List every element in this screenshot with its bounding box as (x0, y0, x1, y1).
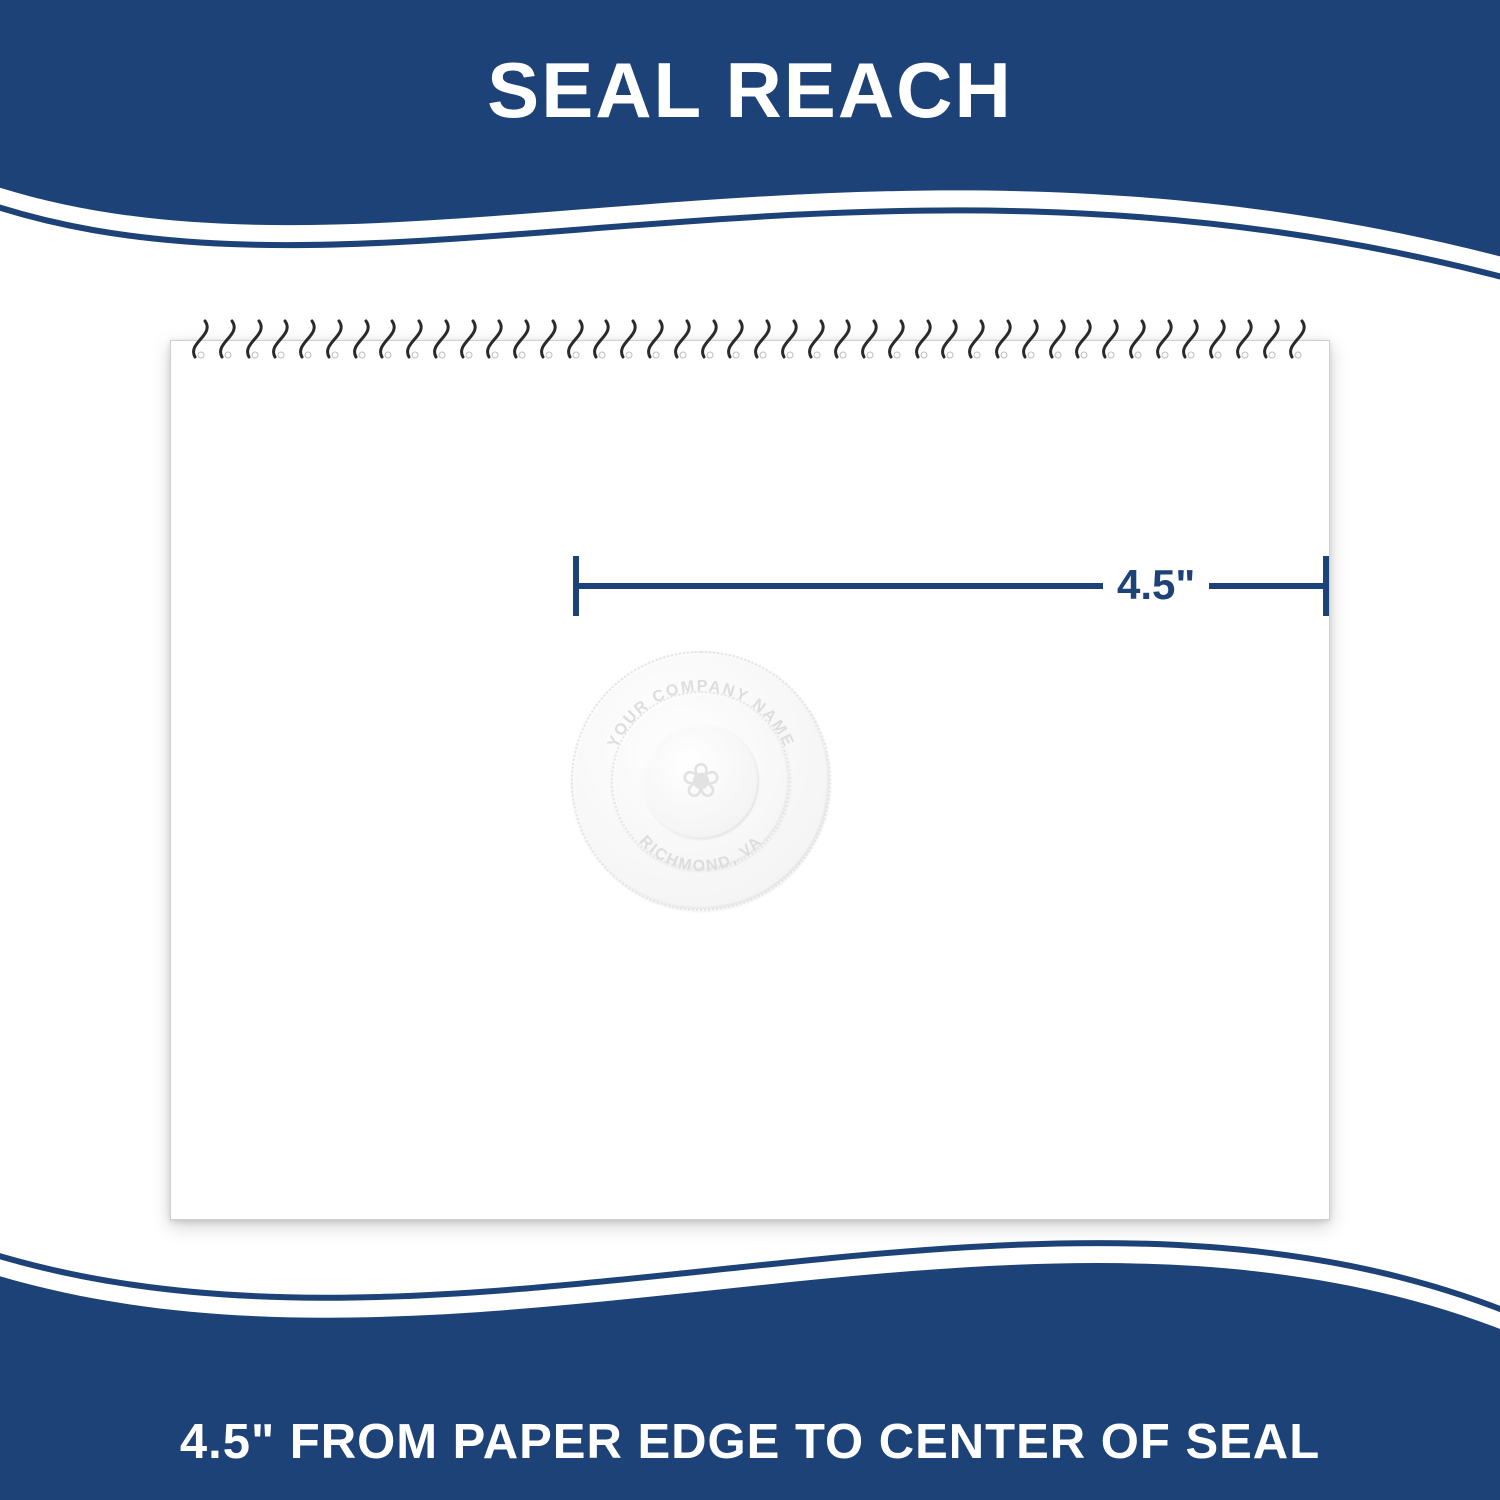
spiral-coil (352, 319, 372, 359)
spiral-coil (1021, 319, 1041, 359)
spiral-coil (298, 319, 318, 359)
svg-text:RICHMOND, VA: RICHMOND, VA (636, 833, 766, 876)
spiral-coil (218, 319, 238, 359)
spiral-coil (592, 319, 612, 359)
spiral-coil (1048, 319, 1068, 359)
spiral-coil (325, 319, 345, 359)
spiral-coil (780, 319, 800, 359)
spiral-coil (753, 319, 773, 359)
embossed-seal: ❀ YOUR COMPANY NAME RICHMOND, VA (571, 651, 831, 911)
spiral-coil (271, 319, 291, 359)
measurement-label: 4.5" (1103, 561, 1209, 609)
spiral-coil (940, 319, 960, 359)
spiral-coil (1074, 319, 1094, 359)
spiral-coil (539, 319, 559, 359)
spiral-coil (1101, 319, 1121, 359)
spiral-coil (1262, 319, 1282, 359)
svg-text:YOUR COMPANY NAME: YOUR COMPANY NAME (605, 678, 797, 751)
spiral-coil (619, 319, 639, 359)
spiral-coil (1155, 319, 1175, 359)
spiral-coil (1235, 319, 1255, 359)
spiral-coil (807, 319, 827, 359)
spiral-coil (1181, 319, 1201, 359)
header-band: SEAL REACH (0, 0, 1500, 180)
spiral-coil (566, 319, 586, 359)
spiral-coil (994, 319, 1014, 359)
spiral-coil (967, 319, 987, 359)
spiral-coil (485, 319, 505, 359)
notebook-page: ❀ YOUR COMPANY NAME RICHMOND, VA 4.5" (170, 340, 1330, 1220)
spiral-coil (1288, 319, 1308, 359)
spiral-coil (914, 319, 934, 359)
spiral-coil (646, 319, 666, 359)
spiral-coil (405, 319, 425, 359)
spiral-coil (432, 319, 452, 359)
spiral-coil (1128, 319, 1148, 359)
spiral-coil (1208, 319, 1228, 359)
spiral-coil (378, 319, 398, 359)
seal-text: YOUR COMPANY NAME RICHMOND, VA (571, 651, 831, 911)
spiral-binding (191, 319, 1309, 359)
spiral-coil (833, 319, 853, 359)
measurement-line (571, 556, 1331, 616)
spiral-coil (700, 319, 720, 359)
spiral-coil (191, 319, 211, 359)
header-title: SEAL REACH (487, 45, 1013, 136)
spiral-coil (726, 319, 746, 359)
spiral-coil (673, 319, 693, 359)
spiral-coil (860, 319, 880, 359)
spiral-coil (459, 319, 479, 359)
spiral-coil (512, 319, 532, 359)
spiral-coil (245, 319, 265, 359)
footer-caption: 4.5" FROM PAPER EDGE TO CENTER OF SEAL (180, 1414, 1320, 1470)
footer-band: 4.5" FROM PAPER EDGE TO CENTER OF SEAL (0, 1330, 1500, 1500)
spiral-coil (887, 319, 907, 359)
